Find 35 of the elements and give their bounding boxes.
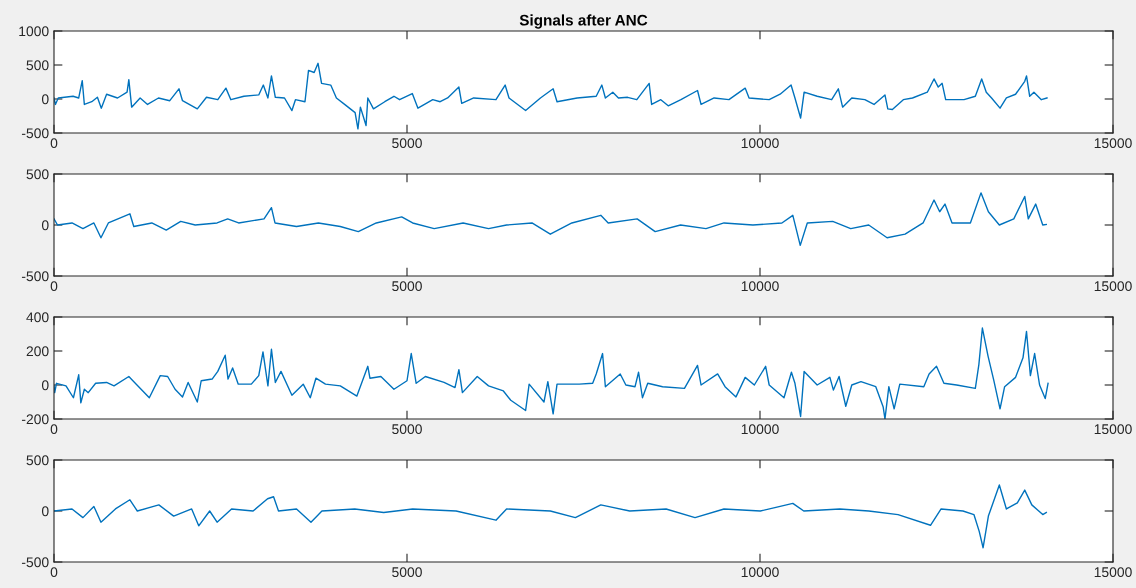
x-tick-label: 10000 [741, 281, 779, 292]
x-tick-label: 5000 [392, 138, 422, 149]
y-tick-label: 0 [41, 506, 49, 517]
y-tick-label: 0 [41, 380, 49, 391]
y-tick-label: -200 [21, 414, 49, 425]
y-tick-label: -500 [21, 271, 49, 282]
y-tick-label: 500 [26, 60, 49, 71]
x-tick-label: 10000 [741, 424, 779, 435]
line-series [54, 327, 1049, 419]
y-tick-label: 0 [41, 94, 49, 105]
y-tick-label: 400 [26, 312, 49, 323]
chart-title: Signals after ANC [519, 14, 648, 29]
y-tick-label: 0 [41, 220, 49, 231]
x-tick-label: 5000 [392, 567, 422, 578]
x-tick-label: 5000 [392, 281, 422, 292]
x-tick-label: 10000 [741, 138, 779, 149]
x-tick-label: 0 [50, 567, 58, 578]
x-tick-label: 15000 [1094, 281, 1132, 292]
y-tick-label: 1000 [19, 26, 49, 37]
x-tick-label: 15000 [1094, 567, 1132, 578]
x-tick-label: 15000 [1094, 138, 1132, 149]
line-series [54, 192, 1047, 247]
y-tick-label: 200 [26, 346, 49, 357]
line-series [54, 484, 1047, 549]
x-tick-label: 0 [50, 281, 58, 292]
line-series [54, 62, 1048, 130]
x-tick-label: 10000 [741, 567, 779, 578]
x-tick-label: 0 [50, 424, 58, 435]
y-tick-label: -500 [21, 128, 49, 139]
x-tick-label: 5000 [392, 424, 422, 435]
x-tick-label: 0 [50, 138, 58, 149]
x-tick-label: 15000 [1094, 424, 1132, 435]
y-tick-label: 500 [26, 169, 49, 180]
y-tick-label: 500 [26, 455, 49, 466]
y-tick-label: -500 [21, 557, 49, 568]
